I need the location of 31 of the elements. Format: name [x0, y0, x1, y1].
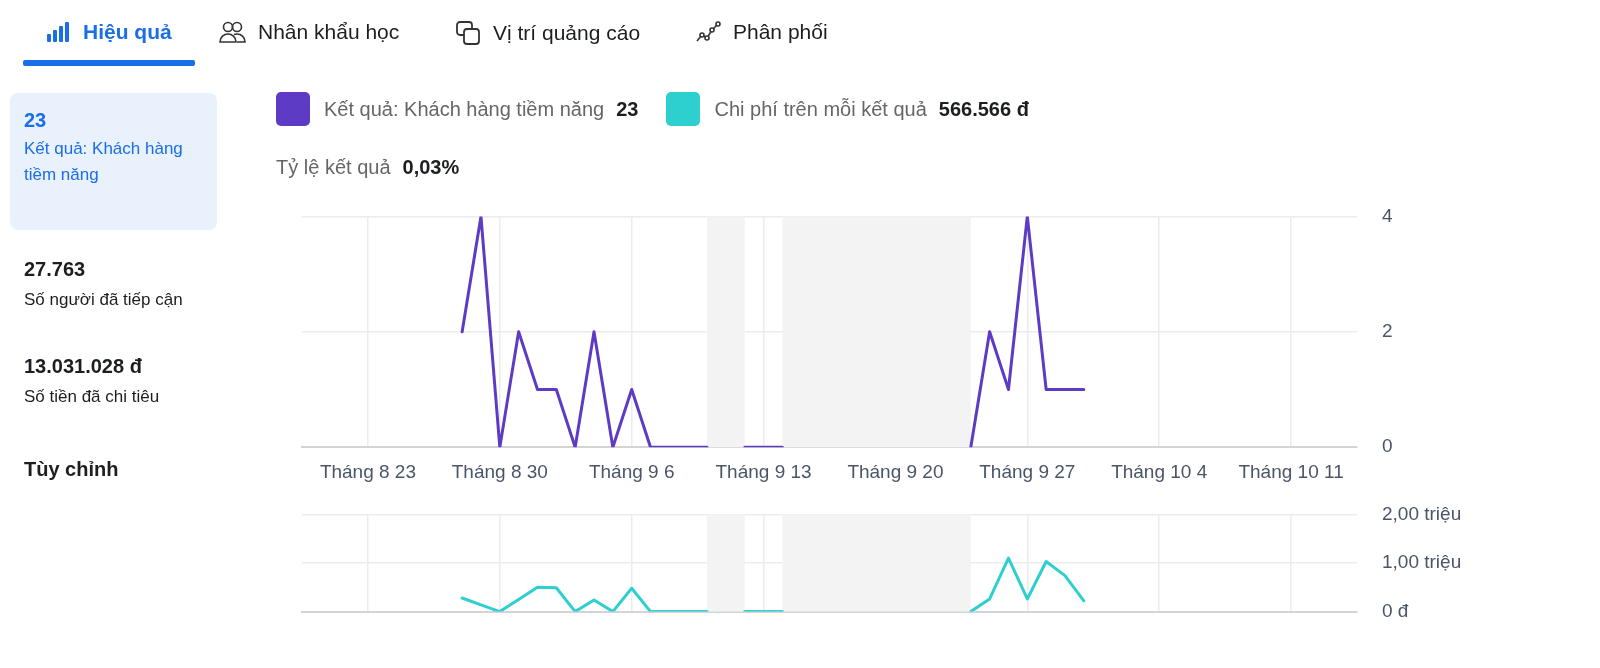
legend-label: Chi phí trên mỗi kết quả	[714, 97, 927, 121]
x-tick-label: Tháng 8 23	[319, 460, 417, 482]
text: Nhân khẩu học	[258, 20, 400, 44]
x-tick-label: Tháng 9 27	[979, 460, 1076, 482]
x-tick-label: Tháng 9 6	[588, 460, 675, 482]
legend-label: Kết quả: Khách hàng tiềm năng	[324, 97, 605, 121]
text: 13.031.028 đ	[24, 355, 143, 378]
x-tick-label: Tháng 10 11	[1238, 460, 1344, 482]
text: 27.763	[24, 258, 87, 281]
text: 23	[24, 109, 48, 132]
y-tick-label: 4	[1382, 204, 1393, 226]
x-tick-label: Tháng 9 20	[847, 460, 944, 482]
text: Số người đã tiếp cận	[24, 289, 184, 311]
text: Phân phối	[733, 20, 828, 44]
text: 0,03%	[402, 156, 460, 178]
text: Vị trí quảng cáo	[493, 21, 641, 45]
x-tick-label: Tháng 10 4	[1111, 460, 1208, 482]
y-tick-label: 0 đ	[1382, 599, 1409, 621]
y-tick-label: 0	[1382, 435, 1393, 457]
text: Số tiền đã chi tiêu	[24, 386, 161, 408]
text: Tùy chỉnh	[24, 458, 119, 481]
y-tick-label: 2	[1382, 320, 1393, 342]
text: Kết quả: Khách hàng tiềm năng	[24, 138, 184, 186]
text: Tỷ lệ kết quả	[276, 156, 391, 178]
text: Hiệu quả	[83, 20, 172, 44]
text: 566.566 đ	[938, 97, 1029, 121]
x-tick-label: Tháng 8 30	[451, 460, 548, 482]
y-tick-label: 1,00 triệu	[1382, 551, 1462, 573]
text: 23	[616, 97, 639, 121]
x-tick-label: Tháng 9 13	[715, 460, 812, 482]
y-tick-label: 2,00 triệu	[1382, 502, 1462, 524]
